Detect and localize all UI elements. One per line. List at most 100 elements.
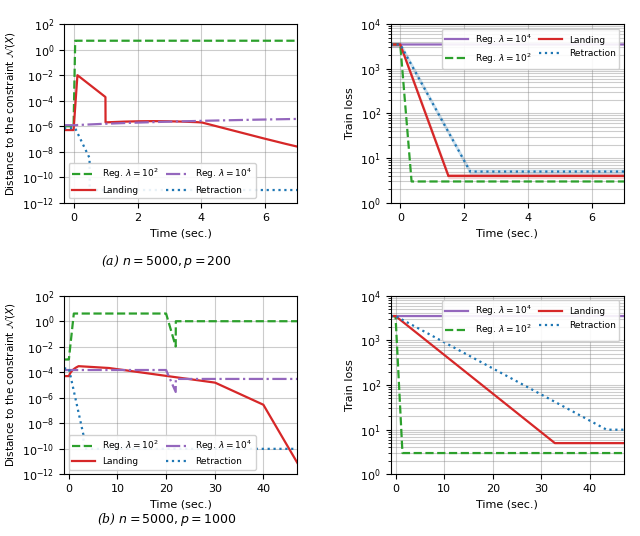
- Retraction: [287, 187, 294, 193]
- Reg. $\lambda = 10^2$: [168, 329, 175, 335]
- Reg. $\lambda = 10^4$: [287, 116, 294, 122]
- Retraction: [614, 168, 621, 175]
- Reg. $\lambda = 10^4$: [494, 313, 502, 319]
- Reg. $\lambda = 10^4$: [500, 41, 508, 48]
- Line: Reg. $\lambda = 10^2$: Reg. $\lambda = 10^2$: [390, 316, 624, 453]
- Landing: [613, 440, 621, 446]
- Landing: [620, 173, 628, 179]
- Retraction: [603, 427, 611, 433]
- Retraction: [613, 168, 621, 175]
- Retraction: [494, 368, 502, 375]
- Reg. $\lambda = 10^2$: [287, 318, 294, 324]
- Reg. $\lambda = 10^4$: [173, 118, 181, 125]
- Reg. $\lambda = 10^2$: [244, 38, 252, 44]
- Reg. $\lambda = 10^4$: [620, 41, 628, 48]
- Reg. $\lambda = 10^2$: [614, 450, 621, 456]
- Reg. $\lambda = 10^2$: [571, 178, 579, 185]
- Retraction: [387, 313, 394, 319]
- Reg. $\lambda = 10^4$: [287, 376, 294, 382]
- Line: Landing: Landing: [390, 44, 624, 176]
- Reg. $\lambda = 10^2$: [387, 313, 394, 319]
- Retraction: [399, 46, 406, 52]
- Text: (b) $n = 5000, p = 1000$: (b) $n = 5000, p = 1000$: [97, 511, 236, 527]
- Retraction: [399, 317, 406, 323]
- Reg. $\lambda = 10^4$: [173, 376, 181, 382]
- Reg. $\lambda = 10^2$: [60, 356, 68, 363]
- Reg. $\lambda = 10^4$: [494, 41, 502, 48]
- Retraction: [72, 397, 80, 404]
- Landing: [494, 394, 502, 401]
- Reg. $\lambda = 10^4$: [620, 313, 628, 319]
- Retraction: [168, 445, 175, 452]
- Retraction: [72, 126, 80, 133]
- Retraction: [467, 168, 474, 175]
- Retraction: [168, 187, 175, 193]
- Reg. $\lambda = 10^4$: [570, 313, 578, 319]
- Reg. $\lambda = 10^4$: [613, 313, 621, 319]
- Reg. $\lambda = 10^4$: [399, 313, 406, 319]
- Line: Reg. $\lambda = 10^4$: Reg. $\lambda = 10^4$: [64, 370, 298, 392]
- Landing: [287, 142, 294, 148]
- Retraction: [294, 187, 301, 193]
- Reg. $\lambda = 10^4$: [60, 367, 68, 373]
- Reg. $\lambda = 10^4$: [387, 313, 394, 319]
- Reg. $\lambda = 10^2$: [72, 38, 79, 44]
- Y-axis label: Distance to the constraint $\mathcal{N}(X)$: Distance to the constraint $\mathcal{N}(…: [4, 31, 17, 196]
- Retraction: [620, 168, 628, 175]
- Landing: [613, 173, 621, 179]
- Line: Landing: Landing: [390, 316, 624, 443]
- Reg. $\lambda = 10^4$: [570, 41, 578, 48]
- Reg. $\lambda = 10^2$: [408, 178, 415, 185]
- Line: Retraction: Retraction: [64, 368, 298, 449]
- Reg. $\lambda = 10^4$: [387, 41, 394, 48]
- Landing: [168, 374, 175, 380]
- Retraction: [500, 168, 508, 175]
- Reg. $\lambda = 10^2$: [294, 38, 301, 44]
- Legend: Reg. $\lambda = 10^2$, Landing, Reg. $\lambda = 10^4$, Retraction: Reg. $\lambda = 10^2$, Landing, Reg. $\l…: [68, 435, 256, 470]
- Retraction: [494, 168, 502, 175]
- Reg. $\lambda = 10^4$: [294, 116, 301, 122]
- X-axis label: Time (sec.): Time (sec.): [150, 228, 212, 238]
- Reg. $\lambda = 10^2$: [287, 38, 294, 44]
- Retraction: [613, 427, 621, 433]
- Reg. $\lambda = 10^4$: [399, 41, 406, 48]
- Landing: [75, 363, 83, 369]
- Retraction: [620, 427, 628, 433]
- Reg. $\lambda = 10^2$: [494, 178, 502, 185]
- Reg. $\lambda = 10^2$: [287, 38, 294, 44]
- Reg. $\lambda = 10^2$: [60, 123, 68, 129]
- Reg. $\lambda = 10^4$: [244, 376, 252, 382]
- Reg. $\lambda = 10^2$: [399, 450, 406, 456]
- Retraction: [60, 365, 68, 371]
- Landing: [500, 173, 508, 179]
- Landing: [74, 72, 81, 78]
- Landing: [444, 173, 452, 179]
- Retraction: [570, 409, 578, 415]
- Landing: [294, 144, 301, 150]
- Landing: [60, 127, 68, 133]
- Reg. $\lambda = 10^2$: [571, 450, 579, 456]
- Reg. $\lambda = 10^2$: [613, 450, 621, 456]
- Line: Reg. $\lambda = 10^2$: Reg. $\lambda = 10^2$: [390, 44, 624, 182]
- Landing: [399, 48, 406, 54]
- Landing: [287, 448, 294, 455]
- Landing: [173, 374, 181, 381]
- Reg. $\lambda = 10^2$: [72, 38, 80, 44]
- Retraction: [614, 427, 621, 433]
- Legend: Reg. $\lambda = 10^2$, Landing, Reg. $\lambda = 10^4$, Retraction: Reg. $\lambda = 10^2$, Landing, Reg. $\l…: [68, 163, 256, 198]
- Reg. $\lambda = 10^2$: [72, 310, 80, 317]
- Reg. $\lambda = 10^2$: [387, 41, 394, 48]
- Line: Reg. $\lambda = 10^2$: Reg. $\lambda = 10^2$: [64, 41, 298, 126]
- Reg. $\lambda = 10^4$: [294, 376, 301, 382]
- Line: Landing: Landing: [64, 366, 298, 463]
- Reg. $\lambda = 10^4$: [244, 117, 252, 123]
- Line: Retraction: Retraction: [390, 44, 624, 172]
- Reg. $\lambda = 10^4$: [72, 367, 80, 373]
- Landing: [387, 41, 394, 48]
- X-axis label: Time (sec.): Time (sec.): [476, 228, 538, 238]
- Line: Reg. $\lambda = 10^2$: Reg. $\lambda = 10^2$: [64, 314, 298, 360]
- Landing: [620, 440, 628, 446]
- Reg. $\lambda = 10^4$: [168, 378, 175, 385]
- Reg. $\lambda = 10^2$: [70, 310, 77, 317]
- Landing: [494, 173, 502, 179]
